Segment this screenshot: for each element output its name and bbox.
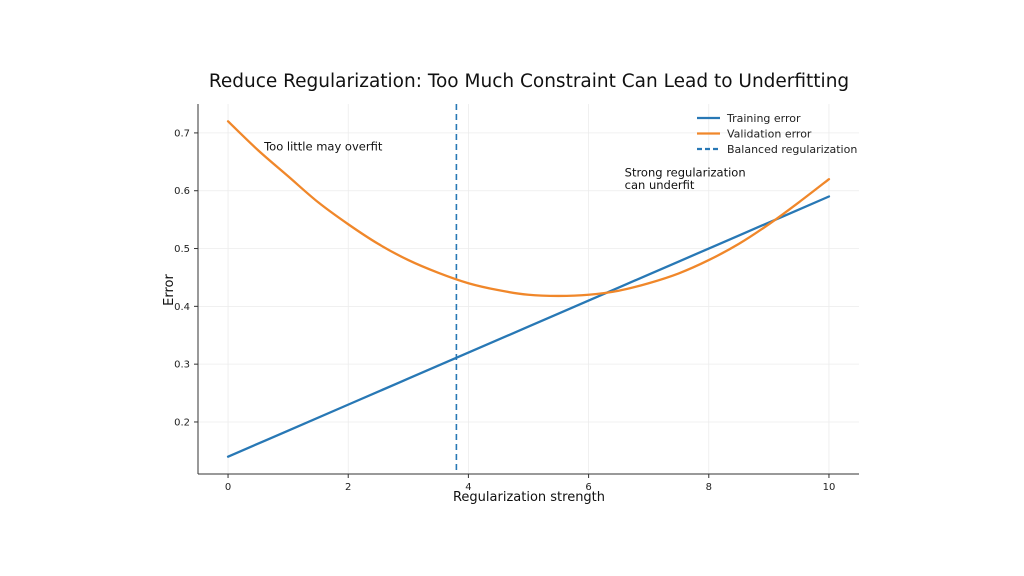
y-tick-label: 0.5 (174, 244, 190, 255)
annotation-line: Too little may overfit (263, 139, 383, 153)
legend-label: Validation error (727, 128, 812, 141)
legend: Training error Validation error Balanced r… (697, 112, 857, 156)
annotation-line: can underfit (625, 178, 695, 192)
y-tick-label: 0.2 (174, 417, 190, 428)
legend-label: Balanced regularization (727, 143, 857, 156)
x-tick-label: 0 (225, 482, 231, 493)
x-axis-label: Regularization strength (453, 490, 605, 505)
annotation-text: Too little may overfit (263, 139, 383, 153)
chart-title: Reduce Regularization: Too Much Constrai… (209, 71, 849, 92)
x-tick-label: 2 (345, 482, 351, 493)
grid-lines (198, 104, 859, 474)
training-error-line (226, 195, 831, 458)
y-tick-label: 0.4 (174, 302, 190, 313)
series-lines (226, 104, 831, 474)
x-tick-label: 6 (585, 482, 591, 493)
annotations: Too little may overfit Strong regularizat… (263, 139, 746, 192)
y-tick-label: 0.7 (174, 128, 190, 139)
tick-labels: 0 2 4 6 8 10 0.2 0.3 0.4 0.5 0.6 0.7 (174, 128, 835, 493)
y-tick-label: 0.6 (174, 186, 190, 197)
x-tick-label: 8 (706, 482, 712, 493)
x-tick-label: 4 (465, 482, 471, 493)
axes (194, 104, 859, 478)
annotation-text: Strong regularization can underfit (625, 165, 746, 192)
y-axis-label: Error (162, 274, 177, 306)
annotation-line: Strong regularization (625, 165, 746, 179)
y-tick-label: 0.3 (174, 360, 190, 371)
legend-label: Training error (726, 112, 801, 125)
validation-error-line (226, 120, 831, 298)
x-tick-label: 10 (823, 482, 836, 493)
